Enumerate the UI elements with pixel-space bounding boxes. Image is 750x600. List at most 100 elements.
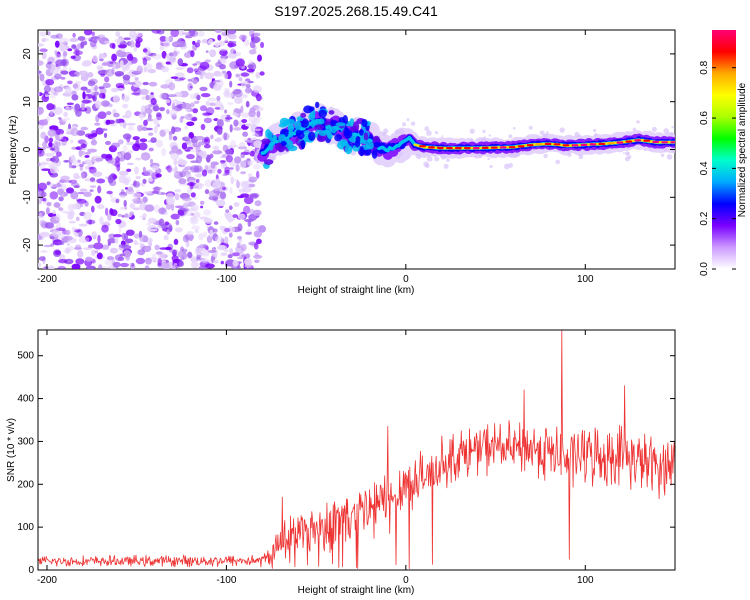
spectrogram-noise-blob [172, 259, 180, 263]
spectrogram-noise-blob [61, 119, 68, 123]
spectrogram-noise-blob [77, 36, 86, 41]
spectrogram-noise-blob [128, 125, 135, 131]
spectrogram-noise-blob [224, 228, 231, 233]
spectrogram-noise-blob [216, 128, 223, 135]
spectrogram-noise-blob [53, 145, 60, 153]
spectrogram-noise-blob [239, 142, 246, 148]
spectrogram-noise-blob [252, 32, 261, 37]
spectrogram-noise-blob [129, 203, 136, 209]
spectrogram-noise-blob [159, 107, 166, 112]
spectrogram-noise-blob [46, 115, 51, 122]
spectrogram-noise-blob [152, 53, 162, 60]
spectrogram-noise-blob [148, 177, 153, 182]
spectrogram-noise-blob [111, 142, 120, 148]
spectrogram-noise-blob [43, 37, 49, 42]
spectrogram-noise-blob [140, 152, 151, 161]
spectrogram-speckle [402, 122, 407, 127]
spectrogram-noise-blob [153, 105, 160, 112]
spectrogram-noise-blob [214, 30, 222, 33]
spectrogram-noise-blob [45, 79, 55, 86]
spectrogram-noise-blob [122, 133, 132, 140]
spectrogram-noise-blob [171, 103, 176, 111]
spectrogram-noise-blob [143, 191, 152, 194]
spectrogram-noise-blob [126, 168, 132, 172]
spectrogram-noise-blob [147, 228, 158, 232]
spectrogram-noise-blob [228, 205, 233, 210]
spectrogram-noise-blob [141, 126, 148, 131]
spectrogram-noise-blob [155, 173, 162, 178]
spectrogram-noise-blob [217, 48, 228, 52]
spectrogram-speckle [441, 135, 444, 138]
spectrogram-noise-blob [78, 223, 88, 227]
spectrogram-noise-blob [97, 34, 106, 38]
spectrogram-noise-blob [255, 72, 261, 79]
spectrogram-noise-blob [47, 129, 57, 137]
spectrogram-noise-blob [190, 165, 200, 173]
spectrogram-noise-blob [216, 119, 224, 128]
spectrogram-noise-blob [40, 162, 50, 165]
spectrogram-noise-blob [159, 40, 164, 46]
spectrogram-noise-blob [255, 106, 264, 112]
spectrogram-noise-blob [184, 113, 193, 121]
spectrogram-noise-blob [55, 40, 60, 48]
spectrogram-noise-blob [204, 138, 209, 142]
spectrogram-noise-blob [68, 123, 71, 130]
spectrogram-noise-blob [102, 82, 111, 89]
spectrogram-speckle [434, 131, 439, 135]
spectrogram-ridge-blob [308, 113, 316, 121]
spectrogram-noise-blob [182, 197, 192, 201]
spectrogram-noise-blob [219, 160, 227, 163]
spectrogram-noise-blob [173, 238, 179, 245]
spectrogram-noise-blob [49, 147, 55, 151]
spectrogram-noise-blob [169, 52, 174, 57]
spectrogram-noise-blob [230, 48, 236, 54]
spectrogram-x-tick-label: -100 [216, 274, 236, 285]
spectrogram-noise-blob [116, 49, 123, 57]
spectrogram-speckle [622, 152, 625, 155]
spectrogram-noise-blob [112, 95, 121, 103]
spectrogram-noise-blob [65, 229, 71, 236]
spectrogram-noise-blob [132, 192, 142, 199]
spectrogram-noise-blob [41, 52, 47, 60]
spectrogram-noise-blob [55, 33, 63, 39]
spectrogram-noise-blob [83, 191, 92, 198]
spectrogram-noise-blob [237, 195, 245, 199]
spectrogram-noise-blob [204, 217, 213, 225]
spectrogram-noise-blob [107, 213, 112, 221]
spectrogram-noise-blob [184, 149, 191, 152]
spectrogram-noise-blob [42, 141, 48, 149]
spectrogram-noise-blob [96, 252, 103, 260]
spectrogram-noise-blob [80, 41, 85, 49]
spectrogram-noise-blob [103, 221, 110, 225]
spectrogram-noise-blob [233, 202, 240, 207]
spectrogram-noise-blob [165, 36, 170, 42]
spectrogram-noise-blob [256, 170, 260, 179]
spectrogram-noise-blob [51, 210, 57, 215]
spectrogram-noise-blob [122, 144, 128, 152]
spectrogram-noise-blob [220, 260, 224, 265]
spectrogram-noise-blob [168, 132, 173, 141]
spectrogram-noise-blob [78, 149, 83, 157]
spectrogram-noise-blob [84, 151, 91, 155]
spectrogram-noise-blob [222, 173, 227, 177]
spectrogram-noise-blob [119, 122, 124, 127]
spectrogram-noise-blob [59, 133, 64, 140]
spectrogram-noise-blob [87, 244, 96, 249]
spectrogram-noise-blob [124, 110, 132, 119]
spectrogram-noise-blob [55, 53, 62, 58]
spectrogram-ridge-blob [324, 120, 330, 126]
spectrogram-noise-blob [209, 49, 217, 58]
spectrogram-noise-blob [97, 204, 105, 210]
spectrogram-noise-blob [43, 265, 49, 269]
spectrogram-noise-blob [260, 41, 265, 49]
spectrogram-noise-blob [89, 177, 96, 182]
spectrogram-noise-blob [118, 170, 129, 176]
spectrogram-noise-blob [170, 213, 180, 220]
spectrogram-noise-blob [93, 242, 104, 250]
spectrogram-ridge-blob [275, 142, 282, 151]
spectrogram-noise-blob [113, 234, 123, 238]
spectrogram-noise-blob [38, 125, 44, 130]
spectrogram-noise-blob [99, 58, 104, 62]
spectrogram-noise-blob [239, 34, 248, 41]
spectrogram-noise-blob [240, 181, 249, 189]
